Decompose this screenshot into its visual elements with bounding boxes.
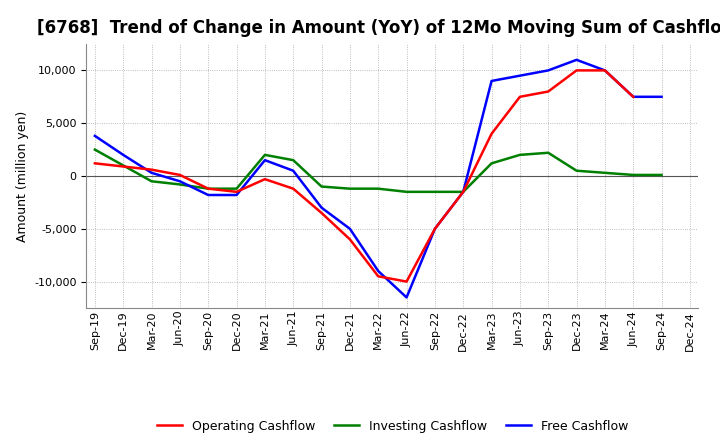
- Investing Cashflow: [91, 147, 99, 152]
- Investing Cashflow: [657, 172, 666, 178]
- Line: Operating Cashflow: Operating Cashflow: [95, 70, 633, 282]
- Investing Cashflow: [516, 152, 524, 158]
- Operating Cashflow: [261, 176, 269, 182]
- Operating Cashflow: [318, 210, 326, 216]
- Free Cashflow: [544, 68, 552, 73]
- Operating Cashflow: [176, 172, 184, 178]
- Investing Cashflow: [629, 172, 637, 178]
- Free Cashflow: [459, 189, 467, 194]
- Investing Cashflow: [318, 184, 326, 189]
- Operating Cashflow: [204, 186, 212, 191]
- Legend: Operating Cashflow, Investing Cashflow, Free Cashflow: Operating Cashflow, Investing Cashflow, …: [152, 414, 633, 437]
- Free Cashflow: [487, 78, 496, 84]
- Operating Cashflow: [487, 131, 496, 136]
- Free Cashflow: [572, 57, 581, 62]
- Free Cashflow: [289, 168, 297, 173]
- Free Cashflow: [374, 268, 382, 274]
- Investing Cashflow: [176, 182, 184, 187]
- Free Cashflow: [119, 152, 127, 158]
- Free Cashflow: [600, 68, 609, 73]
- Free Cashflow: [516, 73, 524, 78]
- Free Cashflow: [402, 295, 411, 300]
- Free Cashflow: [176, 179, 184, 184]
- Investing Cashflow: [233, 186, 241, 191]
- Free Cashflow: [346, 226, 354, 231]
- Free Cashflow: [204, 192, 212, 198]
- Operating Cashflow: [629, 94, 637, 99]
- Operating Cashflow: [374, 274, 382, 279]
- Operating Cashflow: [148, 167, 156, 172]
- Investing Cashflow: [600, 170, 609, 176]
- Investing Cashflow: [119, 163, 127, 168]
- Free Cashflow: [91, 133, 99, 139]
- Investing Cashflow: [261, 152, 269, 158]
- Free Cashflow: [148, 170, 156, 176]
- Free Cashflow: [629, 94, 637, 99]
- Investing Cashflow: [572, 168, 581, 173]
- Operating Cashflow: [544, 89, 552, 94]
- Operating Cashflow: [346, 237, 354, 242]
- Operating Cashflow: [572, 68, 581, 73]
- Investing Cashflow: [459, 189, 467, 194]
- Operating Cashflow: [516, 94, 524, 99]
- Line: Free Cashflow: Free Cashflow: [95, 60, 662, 297]
- Operating Cashflow: [402, 279, 411, 284]
- Line: Investing Cashflow: Investing Cashflow: [95, 150, 662, 192]
- Investing Cashflow: [204, 186, 212, 191]
- Investing Cashflow: [487, 161, 496, 166]
- Y-axis label: Amount (million yen): Amount (million yen): [16, 110, 29, 242]
- Free Cashflow: [261, 158, 269, 163]
- Operating Cashflow: [91, 161, 99, 166]
- Free Cashflow: [431, 226, 439, 231]
- Investing Cashflow: [402, 189, 411, 194]
- Investing Cashflow: [431, 189, 439, 194]
- Investing Cashflow: [346, 186, 354, 191]
- Investing Cashflow: [289, 158, 297, 163]
- Free Cashflow: [657, 94, 666, 99]
- Investing Cashflow: [544, 150, 552, 155]
- Operating Cashflow: [431, 226, 439, 231]
- Operating Cashflow: [600, 68, 609, 73]
- Operating Cashflow: [233, 189, 241, 194]
- Investing Cashflow: [374, 186, 382, 191]
- Operating Cashflow: [459, 189, 467, 194]
- Operating Cashflow: [119, 164, 127, 169]
- Operating Cashflow: [289, 186, 297, 191]
- Free Cashflow: [318, 205, 326, 210]
- Investing Cashflow: [148, 179, 156, 184]
- Title: [6768]  Trend of Change in Amount (YoY) of 12Mo Moving Sum of Cashflows: [6768] Trend of Change in Amount (YoY) o…: [37, 19, 720, 37]
- Free Cashflow: [233, 192, 241, 198]
